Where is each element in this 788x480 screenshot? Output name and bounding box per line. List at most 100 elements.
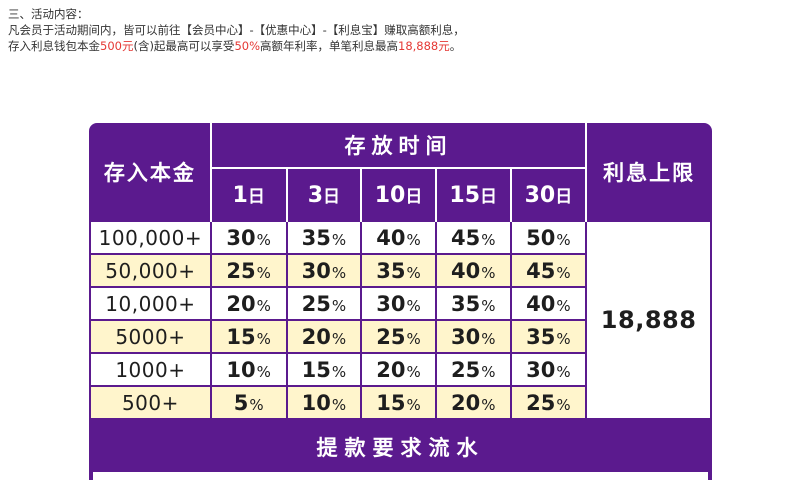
- rate-value: 25: [450, 357, 481, 382]
- day-number: 1: [232, 182, 248, 208]
- rate-value: 30: [526, 357, 556, 382]
- day-header-30: 30日: [510, 168, 588, 221]
- intro-text: 。: [449, 39, 462, 53]
- rate-cell: 50%: [509, 220, 588, 255]
- table-row: 10,000+ 20% 25% 30% 35% 40%: [89, 286, 711, 321]
- rate-value: 30: [450, 324, 481, 349]
- day-number: 15: [449, 182, 481, 208]
- percent-sign: %: [406, 395, 421, 414]
- percent-sign: %: [481, 263, 496, 282]
- rate-value: 45: [450, 225, 481, 250]
- rate-cell: 35%: [285, 220, 363, 255]
- intro-line-2: 存入利息钱包本金500元(含)起最高可以享受50%高额年利率，单笔利息最高18,…: [8, 38, 778, 54]
- intro-line-1: 凡会员于活动期间内，皆可以前往【会员中心】-【优惠中心】-【利息宝】赚取高额利息…: [8, 23, 465, 37]
- day-header-3: 3日: [286, 168, 363, 221]
- percent-sign: %: [331, 263, 347, 282]
- percent-sign: %: [256, 362, 271, 381]
- principal-amount: 5000+: [89, 319, 212, 354]
- interest-rate-table: 存入本金 存放时间 利息上限 1日 3日 10日 15日 30日 100,000+ 30%…: [89, 123, 712, 420]
- percent-sign: %: [331, 362, 347, 381]
- rate-value: 15: [301, 357, 331, 382]
- rate-value: 20: [226, 291, 256, 316]
- rate-value: 35: [450, 291, 481, 316]
- table-row: 50,000+ 25% 30% 35% 40% 45%: [89, 253, 711, 288]
- percent-sign: %: [331, 296, 347, 315]
- intro-text: 高额年利率，单笔利息最高: [260, 39, 398, 53]
- rate-cell: 35%: [509, 319, 588, 354]
- rate-cell: 30%: [285, 253, 363, 288]
- rate-cell: 10%: [209, 352, 288, 387]
- principal-header: 存入本金: [90, 123, 212, 221]
- table-row: 100,000+ 30% 35% 40% 45% 50% 18,888: [89, 220, 712, 420]
- withdrawal-turnover-header: 提款要求流水: [316, 436, 485, 460]
- day-header-15: 15日: [435, 168, 512, 221]
- day-number: 3: [307, 182, 323, 208]
- rate-cell: 25%: [434, 352, 512, 387]
- rate-value: 25: [376, 324, 406, 349]
- rate-cell: 40%: [434, 253, 512, 288]
- rate-value: 35: [526, 324, 556, 349]
- day-unit: 日: [480, 186, 498, 207]
- percent-sign: %: [481, 329, 496, 348]
- percent-sign: %: [249, 395, 264, 414]
- percent-sign: %: [556, 329, 571, 348]
- percent-sign: %: [556, 263, 571, 282]
- interest-cap-header: 利息上限: [603, 160, 696, 185]
- rate-cell: 30%: [509, 352, 588, 387]
- percent-sign: %: [406, 329, 421, 348]
- rate-cell: 15%: [209, 319, 288, 354]
- rate-cell: 45%: [434, 220, 512, 255]
- rate-value: 25: [226, 258, 256, 283]
- rate-cell: 25%: [360, 319, 437, 354]
- rate-value: 15: [376, 390, 406, 415]
- rate-cell: 20%: [209, 286, 288, 321]
- rate-value: 40: [526, 291, 556, 316]
- percent-sign: %: [256, 263, 271, 282]
- rate-cell: 20%: [285, 319, 363, 354]
- rate-value: 20: [376, 357, 406, 382]
- rate-cell: 30%: [360, 286, 437, 321]
- rate-cell: 25%: [209, 253, 288, 288]
- activity-intro: 三、活动内容： 凡会员于活动期间内，皆可以前往【会员中心】-【优惠中心】-【利息…: [8, 6, 778, 54]
- rate-value: 45: [526, 258, 556, 283]
- withdrawal-turnover-body: [93, 472, 708, 480]
- day-number: 30: [524, 182, 556, 208]
- rate-cell: 15%: [360, 385, 437, 420]
- rate-cell: 25%: [285, 286, 363, 321]
- percent-sign: %: [256, 230, 271, 249]
- rate-cell: 20%: [434, 385, 512, 420]
- percent-sign: %: [556, 230, 571, 249]
- rate-cell: 35%: [434, 286, 512, 321]
- rate-cell: 5%: [209, 385, 288, 420]
- max-interest-highlight: 18,888元: [398, 39, 450, 53]
- percent-sign: %: [256, 329, 271, 348]
- interest-cap-value: 18,888: [585, 220, 712, 420]
- rate-cell: 40%: [509, 286, 588, 321]
- percent-sign: %: [556, 362, 571, 381]
- rate-table-body: 100,000+ 30% 35% 40% 45% 50% 18,888 50,000+ 25% 3…: [89, 220, 712, 420]
- day-unit: 日: [555, 186, 573, 207]
- rate-cell: 30%: [434, 319, 512, 354]
- percent-sign: %: [256, 296, 271, 315]
- rate-value: 25: [301, 291, 331, 316]
- rate-value: 30: [226, 225, 256, 250]
- rate-value: 10: [226, 357, 256, 382]
- rate-value: 40: [450, 258, 481, 283]
- percent-sign: %: [331, 329, 347, 348]
- rate-value: 35: [301, 225, 331, 250]
- percent-sign: %: [481, 230, 496, 249]
- percent-sign: %: [406, 230, 421, 249]
- day-unit: 日: [323, 186, 340, 207]
- storage-period-header: 存放时间: [210, 123, 588, 169]
- rate-value: 50: [526, 225, 556, 250]
- principal-amount: 1000+: [89, 352, 212, 387]
- days-header-row: 1日 3日 10日 15日 30日: [90, 168, 711, 221]
- percent-sign: %: [406, 296, 421, 315]
- max-rate-highlight: 50%: [234, 39, 260, 53]
- rate-value: 20: [450, 390, 481, 415]
- percent-sign: %: [331, 230, 347, 249]
- principal-amount: 100,000+: [89, 220, 212, 255]
- rate-value: 35: [376, 258, 406, 283]
- principal-amount: 50,000+: [89, 253, 212, 288]
- rate-value: 20: [301, 324, 331, 349]
